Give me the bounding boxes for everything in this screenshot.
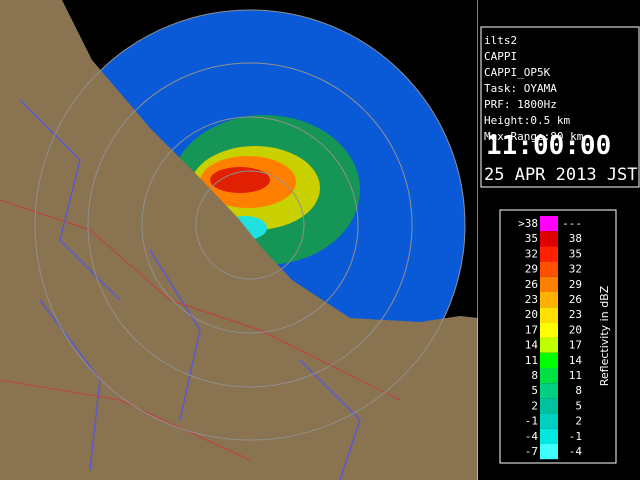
info-line: CAPPI_OP5K — [484, 66, 551, 79]
time: 11:00:00 — [486, 131, 611, 161]
legend-swatch — [540, 231, 558, 247]
legend-high: 35 — [569, 247, 582, 260]
legend-low: 5 — [531, 384, 538, 397]
legend-low: 35 — [525, 232, 538, 245]
legend-swatch — [540, 216, 558, 232]
info-line: Height:0.5 km — [484, 114, 570, 127]
info-box — [480, 26, 640, 188]
legend-low: -7 — [525, 445, 538, 458]
legend-low: 2 — [531, 399, 538, 412]
legend-high: -4 — [569, 445, 583, 458]
legend-swatch — [540, 368, 558, 384]
legend-high: 5 — [575, 399, 582, 412]
info-line: ilts2 — [484, 34, 517, 47]
legend-swatch — [540, 383, 558, 399]
legend-high: 38 — [569, 232, 582, 245]
legend-high: --- — [562, 217, 582, 230]
legend-low: 23 — [525, 293, 538, 306]
legend-swatch — [540, 322, 558, 338]
legend-low: 14 — [525, 339, 539, 352]
legend-swatch — [540, 246, 558, 262]
legend-swatch — [540, 444, 558, 460]
legend-high: 2 — [575, 415, 582, 428]
legend-high: 8 — [575, 384, 582, 397]
legend-low: -4 — [525, 430, 539, 443]
info-line: PRF: 1800Hz — [484, 98, 557, 111]
legend-low: 11 — [525, 354, 538, 367]
info-line: CAPPI — [484, 50, 517, 63]
legend-low: 26 — [525, 278, 538, 291]
legend-swatch — [540, 413, 558, 429]
legend-high: 17 — [569, 339, 582, 352]
legend-swatch — [540, 337, 558, 353]
legend-low: 29 — [525, 263, 538, 276]
legend-swatch — [540, 261, 558, 277]
legend-low: -1 — [525, 415, 538, 428]
legend-low: 8 — [531, 369, 538, 382]
legend-swatch — [540, 428, 558, 444]
legend-swatch — [540, 292, 558, 308]
legend-low: >38 — [518, 217, 538, 230]
legend-high: 29 — [569, 278, 582, 291]
legend-high: 14 — [569, 354, 583, 367]
legend-swatch — [540, 276, 558, 292]
legend-swatch — [540, 398, 558, 414]
legend-high: 11 — [569, 369, 582, 382]
legend-swatch — [540, 307, 558, 323]
info-line: Max Range:80 km — [484, 130, 584, 143]
legend-low: 32 — [525, 247, 538, 260]
legend-title: Reflectivity in dBZ — [598, 285, 611, 386]
legend-high: -1 — [569, 430, 582, 443]
legend-high: 23 — [569, 308, 582, 321]
info-line: Task: OYAMA — [484, 82, 557, 95]
legend-low: 17 — [525, 323, 538, 336]
legend-low: 20 — [525, 308, 538, 321]
legend-high: 26 — [569, 293, 582, 306]
legend-swatch — [540, 352, 558, 368]
legend-high: 20 — [569, 323, 582, 336]
radar-map — [0, 0, 478, 480]
info-panel: 11:00:00 25 APR 2013 JST Reflectivity in… — [480, 26, 640, 464]
land — [0, 0, 478, 480]
date: 25 APR 2013 JST — [484, 165, 638, 185]
echo — [210, 167, 270, 193]
legend-high: 32 — [569, 263, 582, 276]
